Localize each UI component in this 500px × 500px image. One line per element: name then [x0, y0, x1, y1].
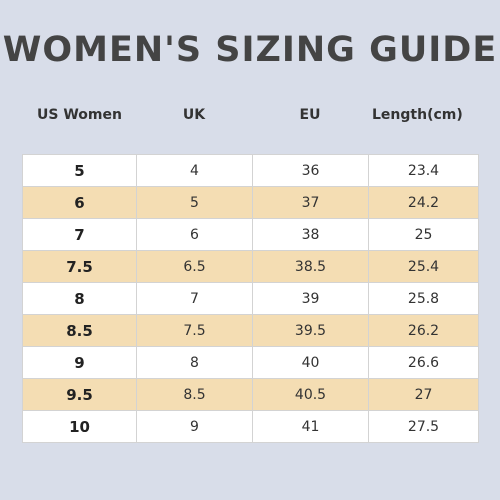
table-header: US Women UK EU Length(cm) [22, 103, 478, 127]
table-row: 9 8 40 26.6 [22, 346, 479, 379]
length-cell: 25 [368, 218, 479, 251]
us-women-size-cell: 8 [22, 282, 137, 315]
uk-size-cell: 8 [136, 346, 253, 379]
table-row: 9.5 8.5 40.5 27 [22, 378, 479, 411]
page-title: WOMEN'S SIZING GUIDE [2, 30, 498, 70]
us-women-size-cell: 7.5 [22, 250, 137, 283]
eu-size-cell: 41 [252, 410, 369, 443]
eu-size-cell: 40.5 [252, 378, 369, 411]
table-row: 6 5 37 24.2 [22, 186, 479, 219]
us-women-size-cell: 5 [22, 154, 137, 187]
eu-size-cell: 39 [252, 282, 369, 315]
table-row: 7.5 6.5 38.5 25.4 [22, 250, 479, 283]
us-women-size-cell: 7 [22, 218, 137, 251]
eu-size-cell: 38 [252, 218, 369, 251]
length-cell: 27 [368, 378, 479, 411]
uk-size-cell: 6 [136, 218, 253, 251]
header-uk: UK [182, 107, 206, 123]
length-cell: 25.4 [368, 250, 479, 283]
uk-size-cell: 4 [136, 154, 253, 187]
us-women-size-cell: 8.5 [22, 314, 137, 347]
eu-size-cell: 38.5 [252, 250, 369, 283]
eu-size-cell: 40 [252, 346, 369, 379]
header-eu: EU [299, 107, 321, 123]
us-women-size-cell: 9.5 [22, 378, 137, 411]
table-row: 8.5 7.5 39.5 26.2 [22, 314, 479, 347]
eu-size-cell: 36 [252, 154, 369, 187]
eu-size-cell: 39.5 [252, 314, 369, 347]
header-us-women: US Women [37, 107, 122, 123]
us-women-size-cell: 9 [22, 346, 137, 379]
length-cell: 23.4 [368, 154, 479, 187]
uk-size-cell: 9 [136, 410, 253, 443]
length-cell: 26.2 [368, 314, 479, 347]
table-row: 10 9 41 27.5 [22, 410, 479, 443]
length-cell: 26.6 [368, 346, 479, 379]
uk-size-cell: 6.5 [136, 250, 253, 283]
uk-size-cell: 5 [136, 186, 253, 219]
size-table: 5 4 36 23.4 6 5 37 24.2 7 6 38 25 7.5 6.… [22, 154, 479, 443]
length-cell: 27.5 [368, 410, 479, 443]
eu-size-cell: 37 [252, 186, 369, 219]
uk-size-cell: 8.5 [136, 378, 253, 411]
us-women-size-cell: 10 [22, 410, 137, 443]
us-women-size-cell: 6 [22, 186, 137, 219]
table-row: 7 6 38 25 [22, 218, 479, 251]
header-length: Length(cm) [372, 107, 463, 123]
table-row: 8 7 39 25.8 [22, 282, 479, 315]
length-cell: 25.8 [368, 282, 479, 315]
length-cell: 24.2 [368, 186, 479, 219]
uk-size-cell: 7 [136, 282, 253, 315]
table-row: 5 4 36 23.4 [22, 154, 479, 187]
uk-size-cell: 7.5 [136, 314, 253, 347]
